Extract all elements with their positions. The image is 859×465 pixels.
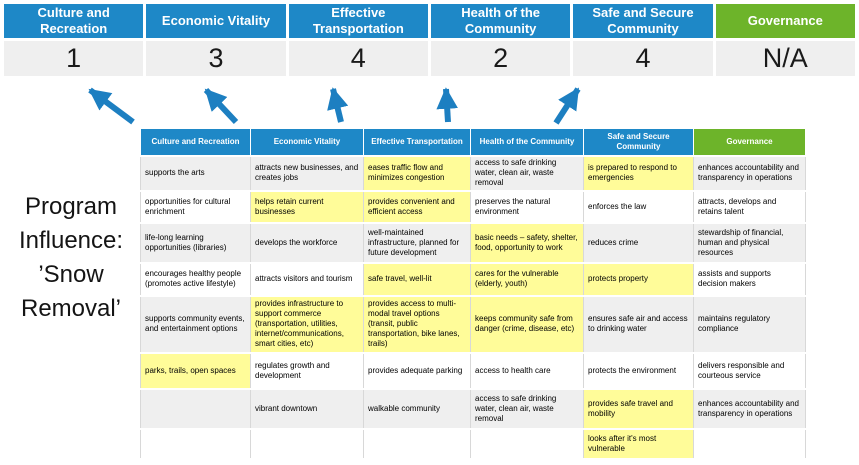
matrix-cell: provides access to multi-modal travel op…: [363, 294, 471, 354]
matrix-cell: provides safe travel and mobility: [583, 387, 694, 430]
matrix-cell: access to safe drinking water, clean air…: [470, 154, 584, 192]
matrix-cell: preserves the natural environment: [470, 189, 584, 224]
matrix-cell: [140, 427, 251, 460]
matrix-cell: encourages healthy people (promotes acti…: [140, 261, 251, 297]
matrix-cell: is prepared to respond to emergencies: [583, 154, 694, 192]
matrix-cell: opportunities for cultural enrichment: [140, 189, 251, 224]
priority-score-cell: N/A: [715, 41, 855, 76]
matrix-cell: cares for the vulnerable (elderly, youth…: [470, 261, 584, 297]
matrix-cell: reduces crime: [583, 221, 694, 264]
matrix-cell: protects property: [583, 261, 694, 297]
matrix-cell: attracts visitors and tourism: [250, 261, 364, 297]
matrix-cell: attracts new businesses, and creates job…: [250, 154, 364, 192]
matrix-cell: enhances accountability and transparency…: [693, 154, 806, 192]
matrix-cell: supports the arts: [140, 154, 251, 192]
matrix-cell: enhances accountability and transparency…: [693, 387, 806, 430]
matrix-table: Culture and Recreation Economic Vitality E…: [140, 128, 806, 460]
priority-header-cell: Safe and Secure Community: [573, 4, 713, 38]
priority-score-row: 1 3 4 2 4 N/A: [4, 41, 855, 76]
matrix-cell: eases traffic flow and minimizes congest…: [363, 154, 471, 192]
matrix-cell: assists and supports decision makers: [693, 261, 806, 297]
matrix-cell: stewardship of financial, human and phys…: [693, 221, 806, 264]
matrix-cell: keeps community safe from danger (crime,…: [470, 294, 584, 354]
program-title: Program Influence: ’Snow Removal’: [18, 193, 124, 323]
matrix-cell: [363, 427, 471, 460]
matrix-header-cell: Economic Vitality: [250, 128, 364, 156]
priority-score-cell: 4: [288, 41, 428, 76]
matrix-cell: develops the workforce: [250, 221, 364, 264]
matrix-cell: maintains regulatory compliance: [693, 294, 806, 354]
matrix-cell: ensures safe air and access to drinking …: [583, 294, 694, 354]
matrix-cell: supports community events, and entertain…: [140, 294, 251, 354]
matrix-cell: regulates growth and development: [250, 351, 364, 390]
priority-score-cell: 2: [430, 41, 571, 76]
priority-header-cell: Governance: [715, 4, 855, 38]
matrix-header-cell: Governance: [693, 128, 806, 156]
matrix-cell: delivers responsible and courteous servi…: [693, 351, 806, 390]
priority-score-cell: 4: [573, 41, 713, 76]
priority-score-cell: 1: [4, 41, 144, 76]
matrix-cell: [250, 427, 364, 460]
matrix-cell: provides convenient and efficient access: [363, 189, 471, 224]
matrix-cell: access to health care: [470, 351, 584, 390]
matrix-cell: basic needs – safety, shelter, food, opp…: [470, 221, 584, 264]
matrix-cell: attracts, develops and retains talent: [693, 189, 806, 224]
priority-header-cell: Effective Transportation: [288, 4, 428, 38]
matrix-header-cell: Safe and Secure Community: [583, 128, 694, 156]
priority-header-cell: Economic Vitality: [146, 4, 286, 38]
matrix-cell: safe travel, well-lit: [363, 261, 471, 297]
matrix-cell: [140, 387, 251, 430]
matrix-cell: [470, 427, 584, 460]
influence-arrow: [327, 87, 349, 123]
influence-arrow: [553, 87, 581, 125]
matrix-cell: enforces the law: [583, 189, 694, 224]
matrix-cell: looks after it's most vulnerable: [583, 427, 694, 460]
matrix-header-cell: Effective Transportation: [363, 128, 471, 156]
matrix-cell: walkable community: [363, 387, 471, 430]
priority-score-cell: 3: [146, 41, 286, 76]
priority-header-cell: Culture and Recreation: [4, 4, 144, 38]
matrix-cell: protects the environment: [583, 351, 694, 390]
matrix-cell: parks, trails, open spaces: [140, 351, 251, 390]
matrix-cell: provides infrastructure to support comme…: [250, 294, 364, 354]
matrix-cell: provides adequate parking: [363, 351, 471, 390]
matrix-cell: access to safe drinking water, clean air…: [470, 387, 584, 430]
matrix-header-cell: Health of the Community: [470, 128, 584, 156]
influence-arrow: [88, 87, 135, 125]
priority-header-cell: Health of the Community: [430, 4, 571, 38]
matrix-cell: vibrant downtown: [250, 387, 364, 430]
matrix-header-cell: Culture and Recreation: [140, 128, 251, 156]
matrix-cell: [693, 427, 806, 460]
influence-arrow: [436, 87, 458, 123]
influence-arrows: [88, 87, 581, 125]
matrix-cell: helps retain current businesses: [250, 189, 364, 224]
matrix-cell: life-long learning opportunities (librar…: [140, 221, 251, 264]
influence-arrow: [203, 87, 239, 125]
matrix-cell: well-maintained infrastructure, planned …: [363, 221, 471, 264]
priority-header-row: Culture and Recreation Economic Vitality E…: [4, 4, 855, 38]
